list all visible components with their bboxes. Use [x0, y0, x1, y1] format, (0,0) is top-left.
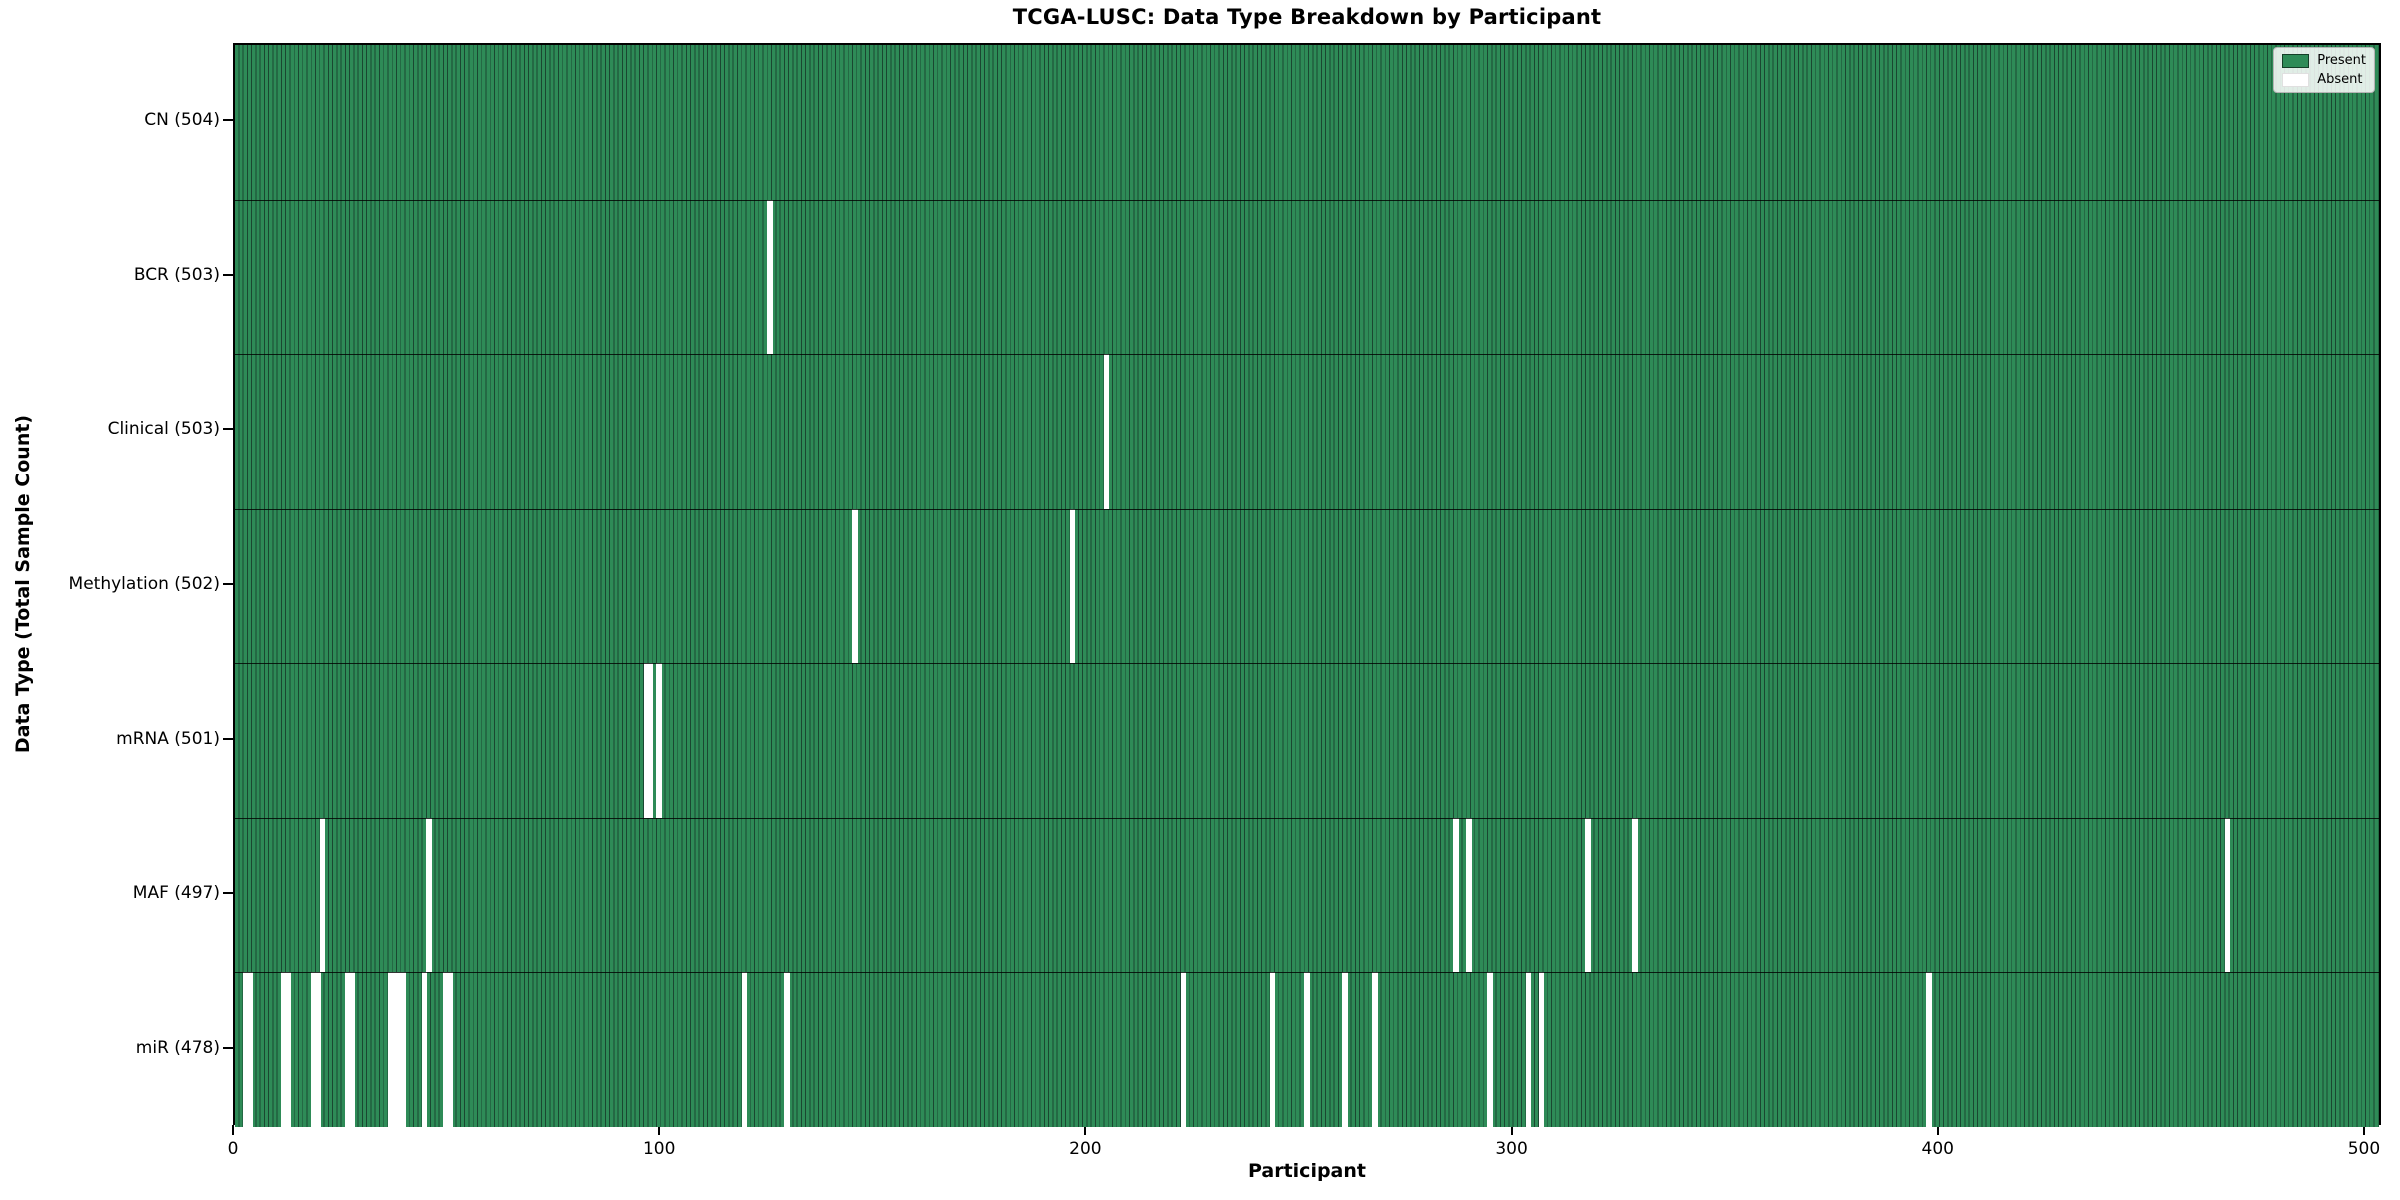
x-tick	[232, 1125, 234, 1135]
absent-stripe	[443, 972, 449, 1127]
y-tick-label: CN (504)	[144, 110, 220, 131]
x-tick-label: 100	[642, 1139, 676, 1159]
y-tick	[223, 583, 233, 585]
absent-stripe	[426, 817, 432, 973]
y-tick-label: mRNA (501)	[116, 728, 220, 749]
absent-stripe	[1304, 972, 1310, 1127]
absent-stripe	[349, 972, 355, 1127]
legend-label-present: Present	[2317, 53, 2366, 68]
x-tick	[1084, 1125, 1087, 1135]
row-separator	[235, 817, 2379, 819]
present-swatch-icon	[2282, 53, 2310, 68]
absent-stripe	[242, 972, 249, 1127]
x-tick	[658, 1125, 661, 1135]
absent-stripe	[387, 972, 394, 1127]
row-separator	[235, 508, 2379, 510]
absent-stripe	[400, 972, 407, 1127]
absent-stripe	[1632, 817, 1638, 973]
y-tick-label: BCR (503)	[133, 264, 220, 285]
y-tick	[223, 892, 233, 895]
y-tick	[223, 119, 233, 122]
x-tick-label: 400	[1921, 1139, 1954, 1159]
row-band-maf	[235, 817, 2379, 973]
row-band-clinical	[235, 354, 2379, 509]
absent-stripe	[447, 972, 453, 1127]
absent-stripe	[285, 972, 291, 1127]
absent-stripe	[281, 972, 287, 1127]
row-band-bcr	[235, 199, 2379, 355]
absent-stripe	[784, 972, 790, 1127]
absent-stripe	[852, 508, 858, 664]
y-tick-label: MAF (497)	[132, 883, 220, 904]
absent-stripe	[392, 972, 398, 1127]
x-tick-label: 0	[227, 1139, 239, 1159]
absent-stripe	[1525, 972, 1532, 1127]
y-axis-label: Data Type (Total Sample Count)	[12, 414, 34, 754]
row-separator	[235, 972, 2379, 974]
y-tick	[223, 273, 233, 276]
legend-item-absent: Absent	[2282, 72, 2366, 87]
row-band-mrna	[235, 663, 2379, 818]
absent-stripe	[1466, 817, 1472, 973]
row-separator	[235, 199, 2379, 201]
x-tick-label: 500	[2347, 1139, 2381, 1159]
absent-stripe	[1453, 817, 1459, 973]
absent-stripe	[1926, 972, 1932, 1127]
absent-stripe	[319, 817, 326, 973]
absent-stripe	[1487, 972, 1493, 1127]
row-band-methylation	[235, 508, 2379, 664]
absent-stripe	[741, 972, 748, 1127]
absent-stripe	[421, 972, 428, 1127]
absent-stripe	[315, 972, 321, 1127]
absent-stripe	[2224, 817, 2231, 973]
x-tick-label: 200	[1069, 1139, 1102, 1159]
absent-stripe	[1180, 972, 1186, 1127]
y-tick-label: Clinical (503)	[107, 419, 220, 440]
row-separator	[235, 354, 2379, 356]
x-tick-label: 300	[1495, 1139, 1528, 1159]
absent-stripe	[1372, 972, 1378, 1127]
x-tick	[1936, 1125, 1939, 1135]
absent-stripe	[643, 663, 649, 818]
y-tick	[223, 428, 233, 431]
x-axis-label: Participant	[1247, 1160, 1366, 1182]
absent-stripe	[1069, 508, 1076, 664]
x-tick	[2362, 1125, 2365, 1135]
y-tick	[223, 1046, 233, 1049]
absent-stripe	[345, 972, 351, 1127]
row-separator	[235, 663, 2379, 665]
absent-stripe	[396, 972, 402, 1127]
absent-stripe	[656, 663, 662, 818]
absent-stripe	[1270, 972, 1276, 1127]
y-tick-label: miR (478)	[135, 1037, 220, 1058]
chart-title: TCGA-LUSC: Data Type Breakdown by Partic…	[1012, 5, 1602, 29]
x-tick	[1510, 1125, 1513, 1135]
absent-stripe	[1585, 817, 1591, 973]
absent-swatch-icon	[2282, 72, 2310, 87]
legend-label-absent: Absent	[2317, 72, 2363, 87]
y-tick-label: Methylation (502)	[68, 574, 220, 594]
absent-stripe	[1103, 354, 1110, 509]
absent-stripe	[1342, 972, 1348, 1127]
absent-stripe	[1538, 972, 1544, 1127]
absent-stripe	[647, 663, 654, 818]
row-band-cn	[235, 45, 2379, 200]
legend: Present Absent	[2273, 47, 2375, 93]
absent-stripe	[311, 972, 317, 1127]
absent-stripe	[767, 199, 773, 355]
absent-stripe	[247, 972, 253, 1127]
y-tick	[223, 737, 233, 740]
legend-item-present: Present	[2282, 53, 2366, 68]
plot-area	[233, 43, 2381, 1127]
